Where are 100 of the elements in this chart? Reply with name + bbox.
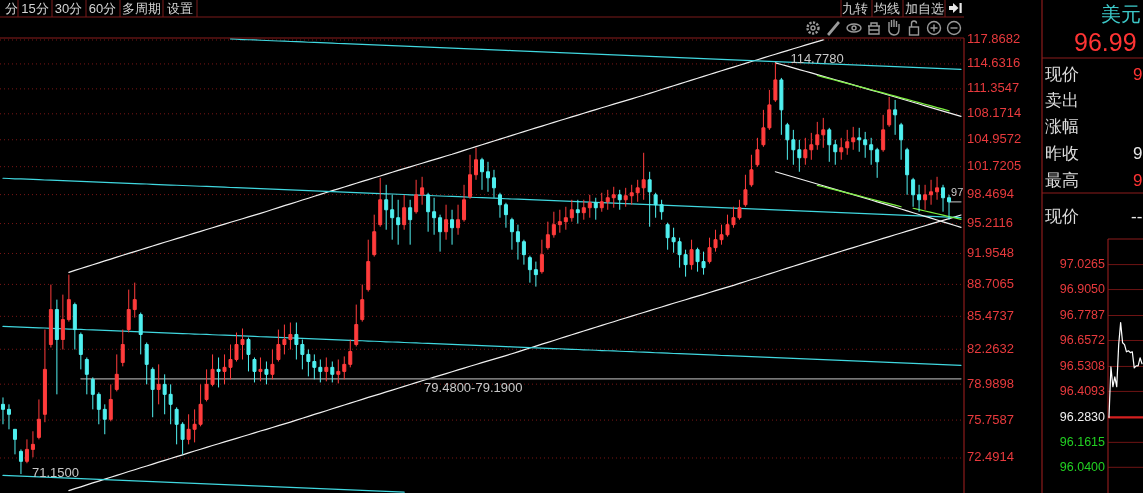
y-tick-label: 97.0265 bbox=[1059, 256, 1106, 271]
candlestick bbox=[468, 154, 473, 200]
candlestick bbox=[270, 349, 275, 380]
candlestick bbox=[899, 122, 904, 161]
y-tick-label: 108.1714 bbox=[967, 105, 1022, 121]
candlestick bbox=[360, 284, 365, 323]
candlestick bbox=[126, 289, 131, 334]
text: 现价 bbox=[1045, 207, 1079, 226]
candlestick bbox=[48, 284, 53, 349]
candlestick bbox=[12, 428, 17, 455]
candlestick bbox=[941, 184, 946, 213]
text: 9 bbox=[1133, 171, 1143, 190]
candlestick bbox=[575, 199, 580, 225]
line-series bbox=[774, 62, 962, 118]
candlestick bbox=[426, 192, 431, 233]
y-tick-label: 96.6572 bbox=[1059, 332, 1106, 347]
text: 9 bbox=[1133, 144, 1143, 163]
candlestick bbox=[935, 176, 940, 201]
candlestick bbox=[887, 96, 892, 128]
text: 均线 bbox=[872, 1, 900, 16]
candlestick bbox=[396, 199, 401, 246]
text: 加自选 bbox=[904, 1, 944, 16]
candlestick bbox=[815, 121, 820, 151]
candlestick bbox=[30, 430, 35, 458]
candlestick bbox=[587, 194, 592, 219]
candlestick bbox=[264, 361, 269, 385]
candlestick bbox=[114, 353, 119, 392]
candlestick bbox=[929, 179, 934, 206]
y-tick-label: 75.7587 bbox=[967, 411, 1014, 427]
candlestick bbox=[432, 197, 437, 236]
candlestick bbox=[414, 179, 419, 215]
candlestick bbox=[803, 137, 808, 166]
candlestick bbox=[821, 117, 826, 149]
candlestick bbox=[515, 224, 520, 261]
y-tick-label: 104.9572 bbox=[967, 131, 1022, 147]
y-tick-label: 101.7205 bbox=[967, 158, 1022, 174]
candlestick bbox=[893, 99, 898, 136]
text: 设置 bbox=[167, 1, 193, 16]
candlestick bbox=[108, 383, 113, 422]
candlestick bbox=[390, 194, 395, 241]
candlestick bbox=[527, 255, 532, 284]
candlestick bbox=[60, 294, 65, 350]
candlestick bbox=[605, 189, 610, 211]
candlestick bbox=[581, 199, 586, 221]
candlestick bbox=[384, 184, 389, 231]
y-tick-label: 98.4694 bbox=[967, 186, 1014, 202]
y-tick-label: 88.7065 bbox=[967, 275, 1014, 291]
candlestick bbox=[330, 361, 335, 383]
y-tick-label: 111.3547 bbox=[967, 80, 1020, 96]
candlestick bbox=[24, 438, 29, 464]
text: 昨收 bbox=[1045, 144, 1079, 163]
candlestick bbox=[258, 356, 263, 382]
candlestick bbox=[809, 132, 814, 161]
candlestick bbox=[42, 329, 47, 423]
text: 96.99 bbox=[1074, 28, 1137, 56]
candlestick bbox=[557, 209, 562, 234]
candlestick bbox=[138, 312, 143, 355]
y-tick-label: 72.4914 bbox=[967, 449, 1014, 465]
text: 卖出 bbox=[1045, 91, 1079, 110]
candlestick bbox=[743, 174, 748, 208]
candlestick bbox=[162, 373, 167, 415]
candlestick bbox=[749, 154, 754, 188]
candlestick bbox=[438, 214, 443, 253]
candlestick bbox=[833, 139, 838, 166]
candlestick bbox=[917, 184, 922, 213]
candlestick bbox=[474, 147, 479, 181]
candlestick bbox=[456, 204, 461, 236]
candlestick bbox=[354, 304, 359, 347]
annotation: 97 bbox=[951, 185, 964, 198]
candlestick bbox=[402, 194, 407, 231]
annotation: 79.4800-79.1900 bbox=[424, 380, 523, 396]
line-series bbox=[2, 325, 962, 366]
candlestick bbox=[569, 199, 574, 223]
candlestick bbox=[450, 209, 455, 246]
text: 15分 bbox=[21, 1, 49, 16]
candlestick bbox=[503, 202, 508, 229]
text: 分 bbox=[4, 1, 18, 16]
candlestick bbox=[342, 355, 347, 380]
candlestick bbox=[480, 157, 484, 191]
text: 涨幅 bbox=[1045, 117, 1079, 136]
candlestick bbox=[947, 194, 952, 221]
candlestick bbox=[144, 342, 149, 385]
text: 多周期 bbox=[122, 1, 161, 16]
candlestick bbox=[491, 169, 496, 199]
candlestick bbox=[168, 383, 173, 425]
candlestick bbox=[348, 339, 353, 368]
candlestick bbox=[623, 187, 628, 208]
candlestick bbox=[485, 161, 490, 193]
text: 60分 bbox=[88, 1, 117, 16]
candlestick bbox=[599, 192, 604, 213]
text: 9 bbox=[1133, 65, 1143, 84]
y-tick-label: 95.2116 bbox=[967, 214, 1014, 230]
y-tick-label: 96.4093 bbox=[1059, 383, 1106, 398]
y-tick-label: 96.9050 bbox=[1059, 281, 1106, 296]
candlestick bbox=[497, 192, 502, 219]
candlestick bbox=[18, 448, 23, 475]
candlestick bbox=[863, 131, 868, 159]
candlestick bbox=[629, 184, 634, 206]
candlestick bbox=[246, 337, 251, 372]
y-tick-label: 96.1615 bbox=[1059, 434, 1106, 449]
